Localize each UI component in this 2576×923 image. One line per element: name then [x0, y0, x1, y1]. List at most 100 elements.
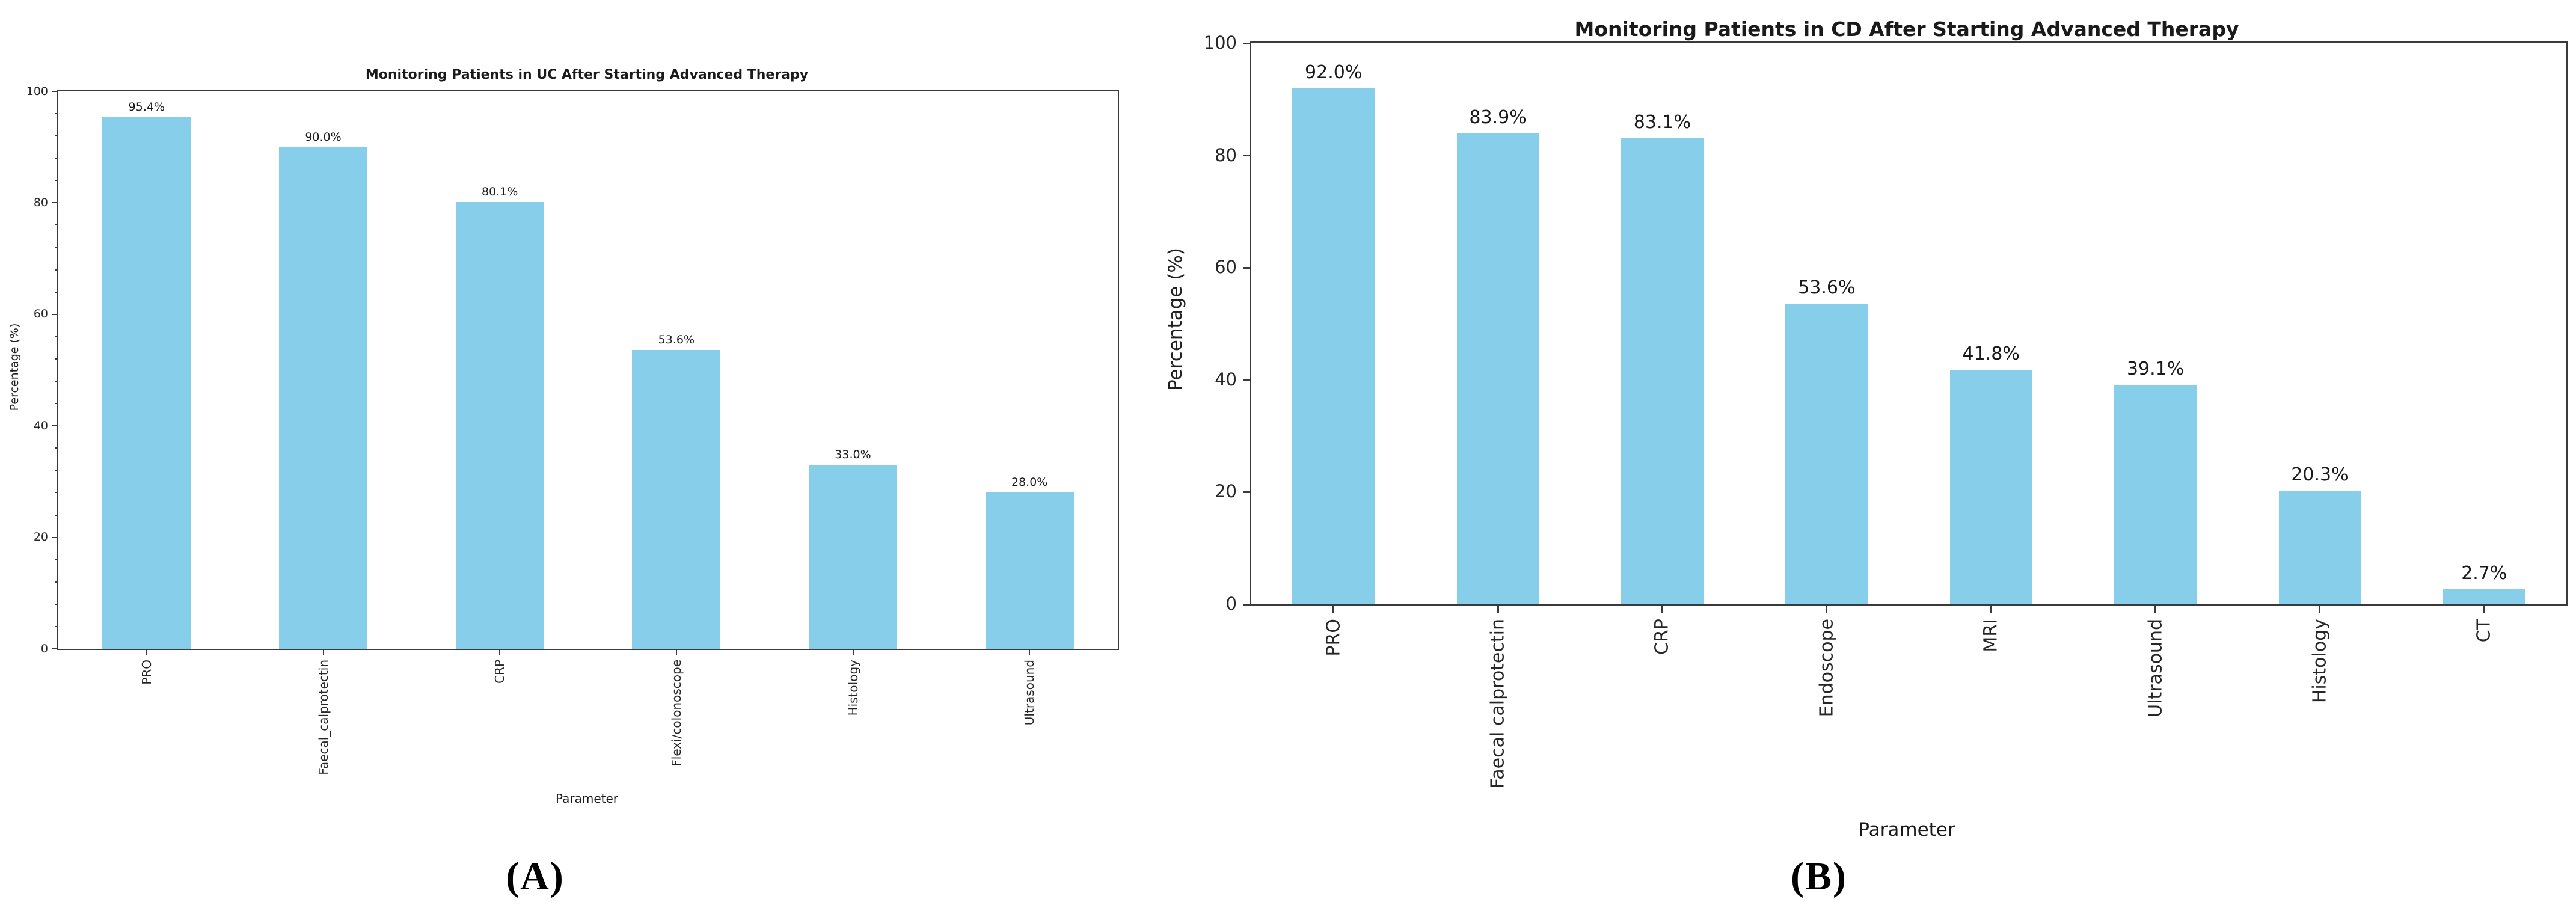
y-tick	[52, 91, 57, 92]
y-tick-label: 80	[1215, 144, 1237, 165]
y-minor-tick	[55, 492, 57, 494]
y-minor-tick	[55, 514, 57, 516]
bar	[2114, 385, 2197, 604]
y-minor-tick	[55, 381, 57, 382]
bar-value-label: 2.7%	[2461, 562, 2507, 584]
bar-value-label: 80.1%	[481, 185, 518, 199]
y-tick-label: 60	[1215, 257, 1237, 278]
x-tick-label: Ultrasound	[2145, 619, 2167, 720]
chart-cd-x-axis-label: Parameter	[1858, 819, 1955, 841]
y-tick	[1243, 42, 1250, 44]
x-tick	[146, 649, 147, 655]
x-tick	[1029, 649, 1031, 655]
bar	[1949, 370, 2032, 604]
y-tick	[52, 648, 57, 649]
y-minor-tick	[55, 180, 57, 182]
x-tick-label-text: Endoscope	[1816, 619, 1838, 717]
y-tick	[1243, 155, 1250, 157]
x-tick	[1332, 604, 1335, 613]
bar-value-label: 39.1%	[2126, 358, 2185, 380]
x-tick-label-text: MRI	[1980, 619, 2002, 652]
x-tick	[2154, 604, 2157, 613]
bar-value-label: 41.8%	[1962, 343, 2020, 365]
y-tick	[1243, 379, 1250, 381]
bar-value-label: 33.0%	[835, 448, 871, 462]
y-minor-tick	[55, 135, 57, 137]
y-tick	[1243, 491, 1250, 493]
bar-value-label: 83.9%	[1469, 107, 1527, 129]
y-minor-tick	[55, 603, 57, 605]
x-tick	[1990, 604, 1992, 613]
x-tick	[322, 649, 324, 655]
y-minor-tick	[55, 158, 57, 159]
bar	[809, 465, 897, 649]
y-tick-label: 0	[40, 642, 48, 655]
bar	[455, 202, 544, 649]
x-tick-label: CRP	[1651, 619, 1673, 657]
bar	[1456, 133, 1539, 604]
x-tick-label-text: CT	[2473, 619, 2495, 643]
x-tick	[1497, 604, 1499, 613]
y-tick-label: 40	[1215, 369, 1237, 390]
y-minor-tick	[55, 224, 57, 226]
y-tick	[52, 202, 57, 204]
y-minor-tick	[55, 269, 57, 271]
y-tick	[1243, 603, 1250, 606]
x-tick	[2319, 604, 2321, 613]
y-minor-tick	[55, 559, 57, 560]
bar	[632, 350, 721, 649]
x-tick	[852, 649, 854, 655]
bar-value-label: 28.0%	[1011, 476, 1048, 489]
bar	[1621, 138, 1704, 604]
y-minor-tick	[55, 113, 57, 115]
bar-value-label: 92.0%	[1305, 61, 1363, 83]
y-minor-tick	[55, 470, 57, 471]
bar-value-label: 53.6%	[658, 333, 695, 347]
x-tick-label: Endoscope	[1816, 619, 1838, 719]
x-tick-label: Histology	[2309, 619, 2330, 705]
y-minor-tick	[55, 336, 57, 337]
bar	[2443, 589, 2525, 604]
x-tick	[675, 649, 677, 655]
chart-uc-plot-area: 0 20 40 60 80 100 95.4% PRO 90.0% Faecal_calprote…	[26, 85, 1119, 775]
x-tick-label: CT	[2473, 619, 2495, 645]
x-tick-label: PRO	[1323, 619, 1344, 659]
x-tick	[1661, 604, 1663, 613]
chart-uc-x-axis-label: Parameter	[555, 791, 619, 806]
x-tick-label-text: Ultrasound	[2145, 619, 2167, 717]
x-tick-label: MRI	[1980, 619, 2002, 655]
y-tick-label: 100	[1203, 32, 1237, 54]
y-tick-label: 80	[33, 195, 48, 209]
y-minor-tick	[55, 625, 57, 627]
bar	[985, 492, 1074, 649]
y-tick	[52, 313, 57, 315]
y-tick-label: 0	[1225, 593, 1237, 615]
x-tick	[2483, 604, 2485, 613]
caption-B: (B)	[1791, 854, 1847, 898]
bar-value-label: 90.0%	[305, 130, 342, 144]
bar	[279, 147, 367, 649]
bar-value-label: 83.1%	[1633, 111, 1691, 133]
y-tick-label: 60	[33, 307, 48, 321]
caption-A: (A)	[506, 854, 565, 898]
bar	[1785, 303, 1868, 604]
x-tick-label-text: Faecal calprotectin	[1487, 619, 1509, 789]
x-tick-label: Faecal calprotectin	[1487, 619, 1509, 791]
bar-value-label: 53.6%	[1798, 277, 1856, 298]
bar-value-label: 20.3%	[2291, 464, 2349, 485]
chart-cd-plot-area: 0 20 40 60 80 100 92.0% PRO 83.9% Faecal calprote…	[1204, 33, 2568, 788]
y-minor-tick	[55, 291, 57, 293]
bar	[102, 117, 191, 649]
y-minor-tick	[55, 247, 57, 248]
bar	[1292, 88, 1375, 604]
bar	[2278, 490, 2361, 604]
y-minor-tick	[55, 581, 57, 583]
y-minor-tick	[55, 447, 57, 449]
x-tick-label-text: CRP	[1651, 619, 1673, 655]
y-minor-tick	[55, 403, 57, 405]
y-tick	[52, 536, 57, 538]
y-tick-label: 20	[1215, 481, 1237, 502]
